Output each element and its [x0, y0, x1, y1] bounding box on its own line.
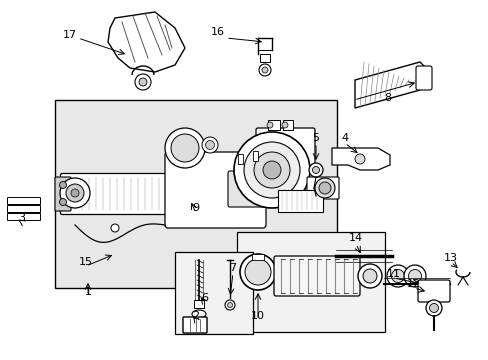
Circle shape — [386, 265, 408, 287]
Polygon shape — [108, 12, 184, 72]
FancyBboxPatch shape — [415, 66, 431, 90]
FancyBboxPatch shape — [256, 128, 314, 180]
FancyBboxPatch shape — [61, 174, 243, 215]
Text: 15: 15 — [79, 257, 93, 267]
Text: 2: 2 — [192, 311, 199, 321]
Text: 1: 1 — [84, 287, 91, 297]
Circle shape — [244, 259, 270, 285]
Circle shape — [357, 264, 381, 288]
Circle shape — [164, 128, 204, 168]
Circle shape — [308, 163, 323, 177]
Text: 12: 12 — [406, 279, 420, 289]
Circle shape — [318, 182, 330, 194]
Bar — [267, 120, 280, 130]
Circle shape — [60, 178, 90, 208]
Bar — [175, 252, 252, 334]
Circle shape — [240, 254, 275, 290]
Polygon shape — [354, 62, 427, 108]
Circle shape — [205, 140, 214, 149]
Bar — [252, 151, 258, 161]
Text: 14: 14 — [348, 233, 362, 243]
Text: 16: 16 — [210, 27, 224, 37]
Circle shape — [266, 122, 272, 128]
Text: 5: 5 — [312, 133, 319, 143]
Circle shape — [139, 78, 147, 86]
Bar — [238, 154, 243, 164]
Circle shape — [312, 166, 319, 174]
Circle shape — [407, 270, 421, 283]
FancyBboxPatch shape — [227, 171, 273, 207]
Circle shape — [403, 265, 425, 287]
Circle shape — [354, 154, 364, 164]
Circle shape — [234, 132, 309, 208]
Circle shape — [263, 161, 281, 179]
FancyBboxPatch shape — [7, 206, 41, 212]
Polygon shape — [331, 148, 389, 170]
Text: 17: 17 — [63, 30, 77, 40]
Bar — [237, 232, 384, 332]
Text: 10: 10 — [250, 311, 264, 321]
Text: 7: 7 — [229, 263, 236, 273]
Text: 3: 3 — [19, 213, 25, 223]
Ellipse shape — [192, 310, 205, 318]
Text: 9: 9 — [192, 203, 199, 213]
Text: 13: 13 — [443, 253, 457, 263]
Text: 8: 8 — [384, 93, 391, 103]
Bar — [283, 120, 292, 130]
Circle shape — [391, 270, 404, 283]
FancyBboxPatch shape — [306, 177, 338, 199]
FancyBboxPatch shape — [183, 317, 206, 333]
Bar — [194, 300, 203, 308]
Circle shape — [428, 303, 438, 312]
Circle shape — [60, 198, 66, 206]
Circle shape — [135, 74, 151, 90]
Circle shape — [202, 137, 218, 153]
Circle shape — [71, 189, 79, 197]
FancyBboxPatch shape — [164, 152, 265, 228]
Circle shape — [425, 300, 441, 316]
Circle shape — [244, 142, 299, 198]
FancyBboxPatch shape — [55, 177, 71, 211]
Circle shape — [171, 134, 199, 162]
Circle shape — [224, 300, 235, 310]
Bar — [260, 54, 269, 62]
Circle shape — [227, 302, 232, 307]
Text: 11: 11 — [386, 269, 400, 279]
Circle shape — [111, 224, 119, 232]
Text: 6: 6 — [201, 293, 208, 303]
Bar — [251, 254, 264, 260]
FancyBboxPatch shape — [417, 280, 449, 302]
FancyBboxPatch shape — [273, 256, 359, 296]
Circle shape — [253, 152, 289, 188]
Bar — [278, 190, 323, 212]
Circle shape — [66, 184, 84, 202]
Circle shape — [362, 269, 376, 283]
Circle shape — [314, 178, 334, 198]
FancyBboxPatch shape — [7, 213, 41, 220]
Circle shape — [259, 64, 270, 76]
Text: 4: 4 — [341, 133, 348, 143]
Circle shape — [60, 181, 66, 189]
Bar — [55, 100, 336, 288]
Circle shape — [262, 67, 267, 73]
Circle shape — [282, 122, 287, 128]
FancyBboxPatch shape — [7, 198, 41, 204]
